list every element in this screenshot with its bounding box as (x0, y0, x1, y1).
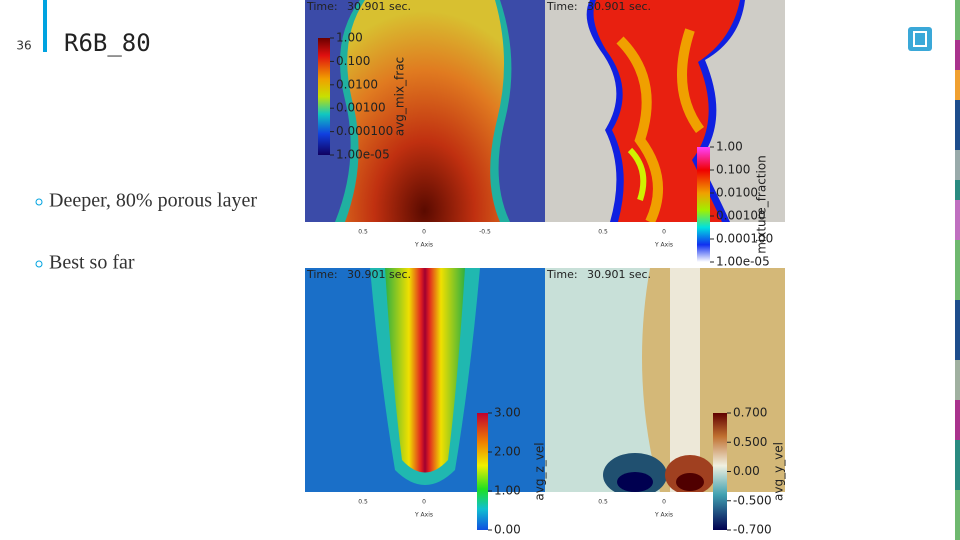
axis-title: Y Axis (414, 242, 433, 249)
colorbar-title: avg_mix_frac (393, 57, 407, 136)
colorbar-tick-label: 0.0100 (336, 77, 378, 91)
time-value: 30.901 sec. (347, 268, 411, 281)
side-stripe (955, 0, 960, 540)
colorbar (318, 38, 330, 155)
axis-tick-label: 0.5 (358, 229, 368, 236)
colorbar-tick-label: 0.700 (733, 406, 767, 420)
colorbar-tick-label: 1.00e-05 (716, 255, 770, 269)
colorbar-tick-label: 0.100 (716, 163, 750, 177)
logo (908, 27, 932, 51)
slide-title: R6B_80 (64, 29, 151, 57)
time-value: 30.901 sec. (587, 268, 651, 281)
colorbar-tick-label: 0.100 (336, 54, 370, 68)
colorbar (697, 147, 710, 262)
axis-tick-label: 0.5 (598, 229, 608, 236)
panel-top-left (305, 0, 545, 268)
colorbar-tick-label: 3.00 (494, 406, 521, 420)
axis-tick-label: 0 (422, 229, 426, 236)
slide-number: 36 (16, 39, 31, 53)
colorbar (477, 413, 488, 530)
colorbar-tick-label: 1.00 (336, 31, 363, 45)
panel-bottom-right (545, 268, 785, 540)
axis-tick-label: 0 (662, 499, 666, 506)
bullet: Deeper, 80% porous layer (49, 190, 257, 212)
colorbar-tick-label: 0.00100 (336, 101, 386, 115)
colorbar-tick-label: 0.00100 (716, 209, 766, 223)
time-value: 30.901 sec. (347, 0, 411, 13)
colorbar-tick-label: 0.500 (733, 435, 767, 449)
axis-tick-label: -0.5 (479, 229, 491, 236)
colorbar-tick-label: -0.700 (733, 523, 772, 537)
bullet-mark (35, 198, 43, 206)
axis-title: Y Axis (654, 512, 673, 519)
colorbar-tick-label: 2.00 (494, 445, 521, 459)
axis-tick-label: 0 (422, 499, 426, 506)
axis-tick-label: 0.5 (598, 499, 608, 506)
axis-tick-label: 0 (662, 229, 666, 236)
colorbar-title: mixture_fraction (755, 155, 769, 254)
axis-title: Y Axis (654, 242, 673, 249)
accent-bar (43, 0, 47, 52)
panel-top-right (545, 0, 785, 268)
time-value: 30.901 sec. (587, 0, 651, 13)
colorbar-title: avg_z_vel (533, 442, 547, 500)
axis-title: Y Axis (414, 512, 433, 519)
logo-mark (913, 31, 927, 47)
colorbar-tick-label: -0.500 (733, 493, 772, 507)
bullet-mark (35, 260, 43, 268)
bullet: Best so far (49, 252, 135, 274)
axis-tick-label: 0.5 (358, 499, 368, 506)
colorbar-tick-label: 1.00 (716, 140, 743, 154)
colorbar-title: avg_y_vel (772, 442, 786, 501)
colorbar-tick-label: 0.00 (494, 523, 521, 537)
time-label: Time: (306, 0, 338, 13)
time-label: Time: (546, 268, 578, 281)
panel-bottom-left (305, 268, 545, 540)
time-label: Time: (546, 0, 578, 13)
colorbar-tick-label: 0.000100 (716, 232, 773, 246)
time-label: Time: (306, 268, 338, 281)
colorbar (713, 413, 727, 530)
colorbar-tick-label: 0.00 (733, 464, 760, 478)
colorbar-tick-label: 1.00 (494, 484, 521, 498)
colorbar-tick-label: 0.0100 (716, 186, 758, 200)
colorbar-tick-label: 0.000100 (336, 124, 393, 138)
colorbar-tick-label: 1.00e-05 (336, 148, 390, 162)
